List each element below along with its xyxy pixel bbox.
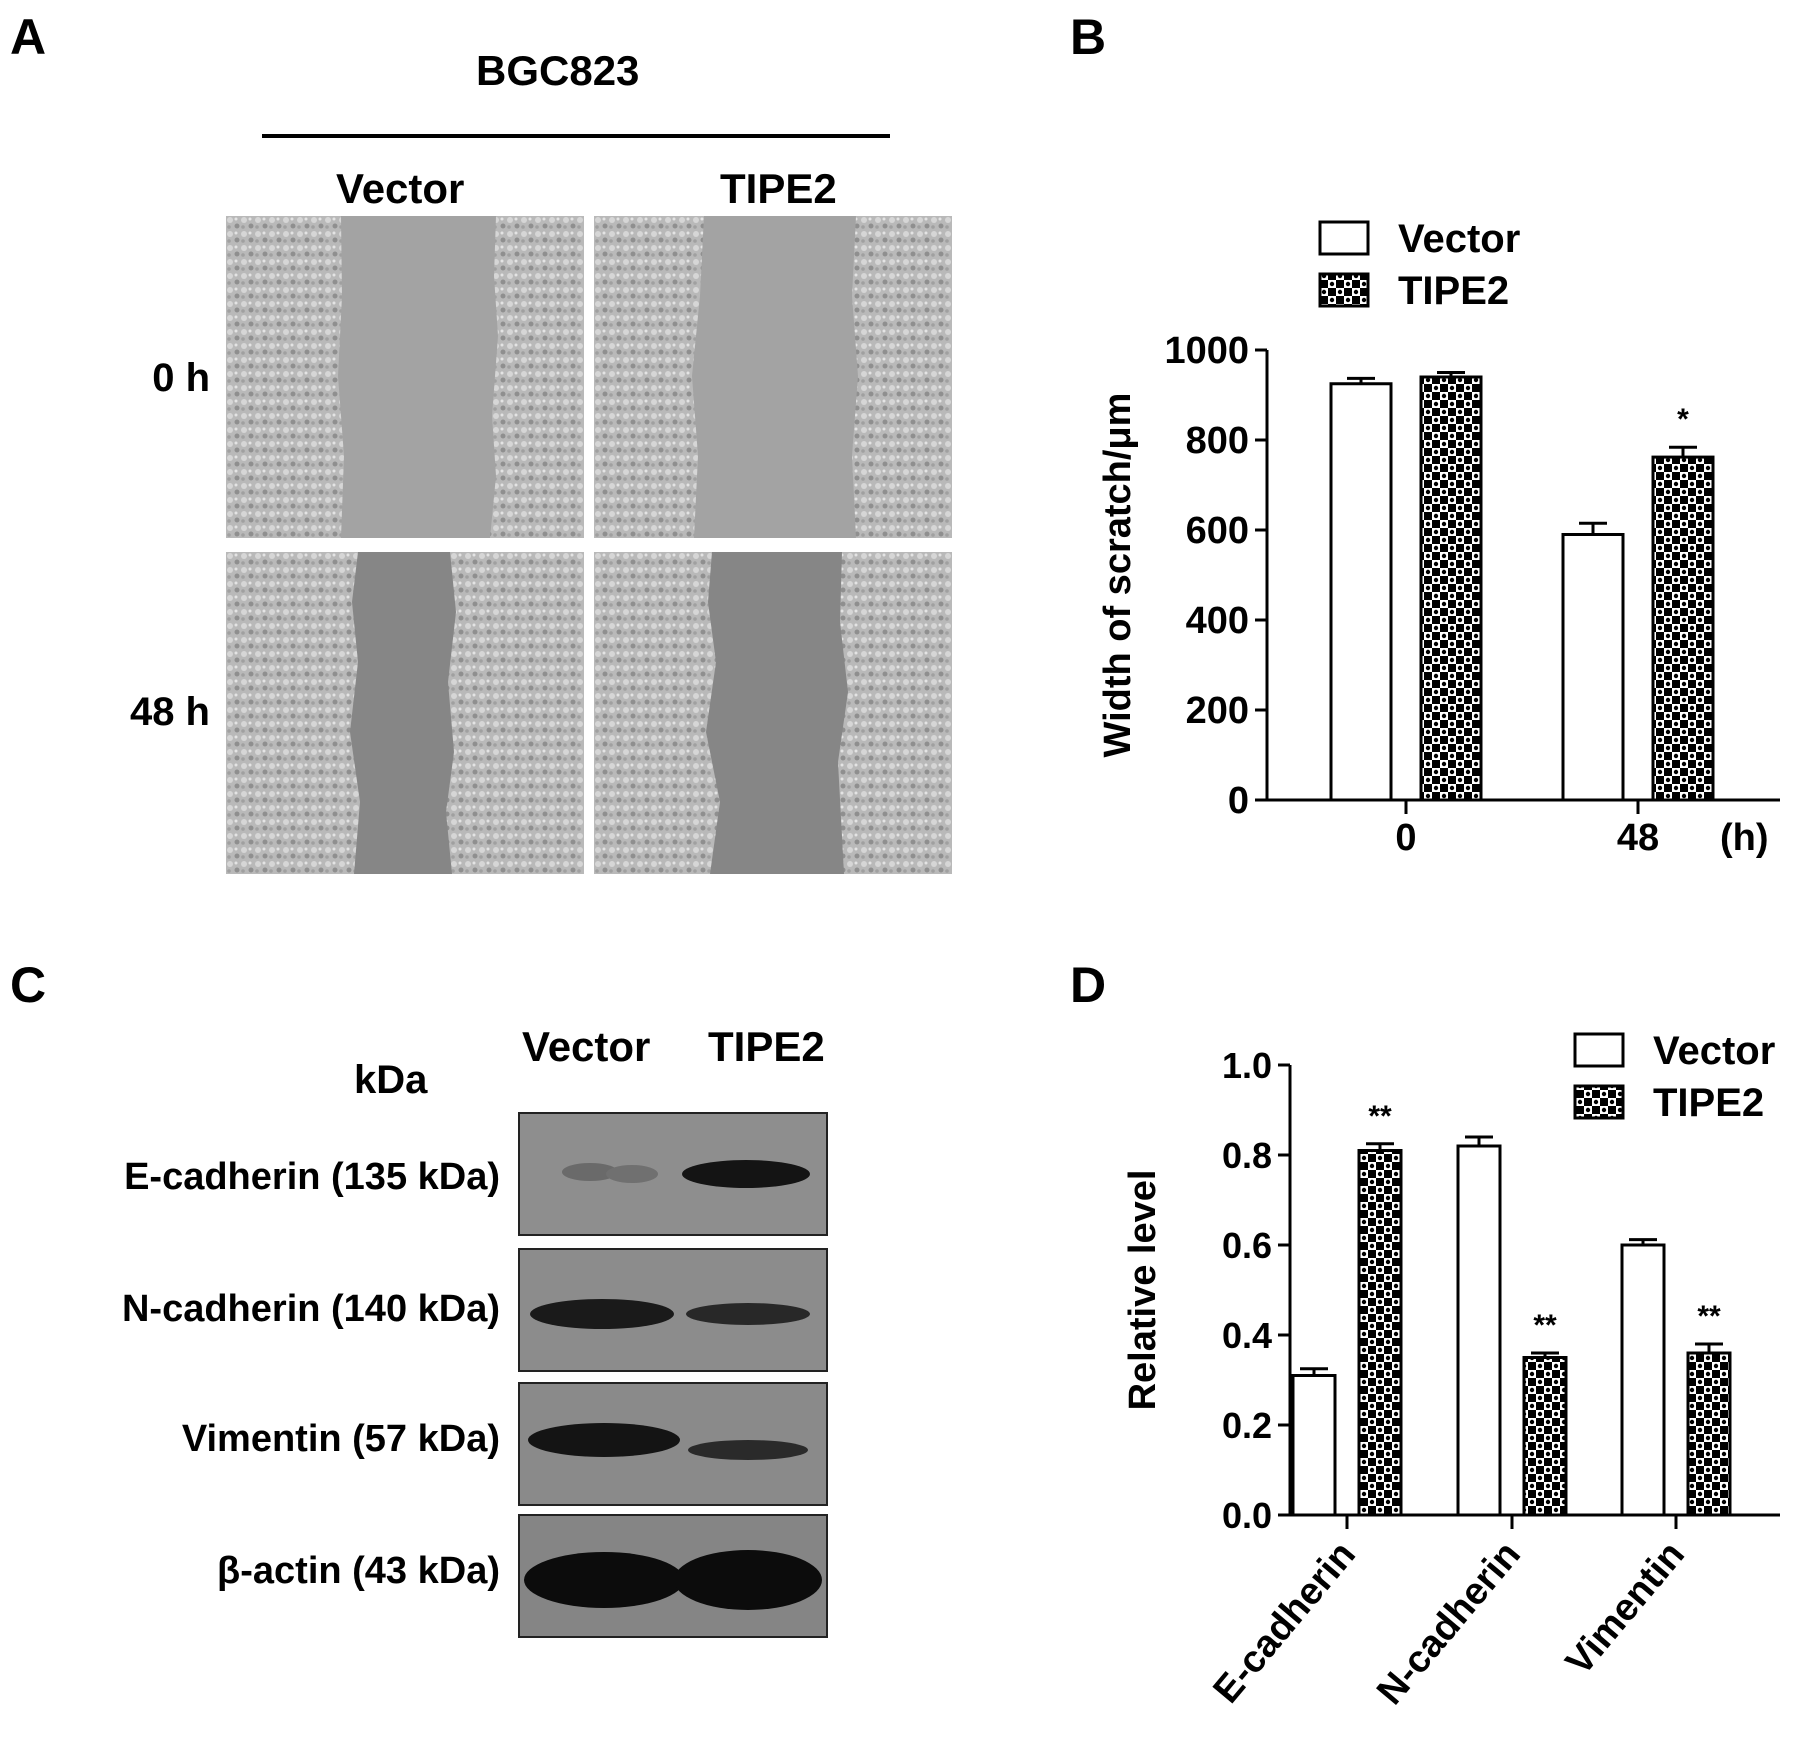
y-tick-label: 600 bbox=[1186, 510, 1249, 552]
significance-label: ** bbox=[1368, 1100, 1392, 1133]
blot-ecadherin bbox=[518, 1112, 828, 1236]
cell-line-label: BGC823 bbox=[476, 47, 640, 94]
blot-label-bactin: β-actin (43 kDa) bbox=[217, 1550, 500, 1592]
y-tick-label: 200 bbox=[1186, 690, 1249, 732]
blot-bactin-bands bbox=[524, 1550, 822, 1610]
bar-vector-n-cadherin bbox=[1456, 1144, 1502, 1517]
cell-line-underline bbox=[262, 134, 890, 138]
micrograph-vector-48h bbox=[226, 552, 584, 874]
y-tick-label: 400 bbox=[1186, 600, 1249, 642]
micrograph-vector-48h-image bbox=[226, 552, 584, 874]
panel-c-letter: C bbox=[10, 957, 47, 1013]
bar-vector-48 bbox=[1561, 533, 1625, 802]
column-label-tipe2: TIPE2 bbox=[720, 165, 837, 212]
panel-d-letter: D bbox=[1070, 957, 1107, 1013]
y-tick-label: 1.0 bbox=[1222, 1045, 1272, 1086]
bar-tipe2-0 bbox=[1419, 375, 1483, 802]
legend-label-tipe2: TIPE2 bbox=[1398, 269, 1509, 313]
x-tick-label: 0 bbox=[1395, 817, 1416, 859]
blot-column-vector: Vector bbox=[522, 1023, 651, 1070]
bar-tipe2-e-cadherin bbox=[1357, 1149, 1403, 1517]
blot-vimentin-bands bbox=[528, 1423, 808, 1460]
x-tick-label: 48 bbox=[1617, 817, 1659, 859]
bar-vector-0 bbox=[1329, 382, 1393, 802]
blot-vimentin bbox=[518, 1382, 828, 1506]
bar-vector-e-cadherin bbox=[1291, 1374, 1337, 1517]
y-axis-label: Relative level bbox=[1122, 1170, 1164, 1411]
column-label-vector: Vector bbox=[336, 165, 465, 212]
legend-label-vector: Vector bbox=[1653, 1029, 1775, 1073]
panel-a-letter: A bbox=[10, 9, 47, 65]
micrograph-vector-0h bbox=[226, 216, 584, 538]
bar-tipe2-48 bbox=[1651, 455, 1715, 802]
blot-ncadherin bbox=[518, 1248, 828, 1372]
x-tick-label: Vimentin bbox=[1558, 1534, 1693, 1683]
bar-vector-vimentin bbox=[1620, 1243, 1666, 1517]
bar-tipe2-n-cadherin bbox=[1522, 1356, 1568, 1517]
significance-label: * bbox=[1677, 403, 1689, 436]
significance-label: ** bbox=[1697, 1300, 1721, 1333]
blot-ncadherin-bands bbox=[530, 1299, 810, 1329]
y-tick-label: 0.2 bbox=[1222, 1405, 1272, 1446]
x-tick-label: N-cadherin bbox=[1369, 1534, 1529, 1713]
blot-ecadherin-bands bbox=[562, 1160, 810, 1188]
y-tick-label: 0 bbox=[1228, 780, 1249, 822]
y-axis-label: Width of scratch/μm bbox=[1097, 393, 1139, 758]
micrograph-tipe2-0h-image bbox=[594, 216, 952, 538]
legend-swatch-vector bbox=[1318, 220, 1370, 256]
blot-label-ncadherin: N-cadherin (140 kDa) bbox=[121, 1288, 500, 1330]
micrograph-tipe2-48h-image bbox=[594, 552, 952, 874]
micrograph-tipe2-48h bbox=[594, 552, 952, 874]
legend-swatch-tipe2 bbox=[1573, 1084, 1625, 1120]
legend-label-tipe2: TIPE2 bbox=[1653, 1081, 1764, 1125]
micrograph-tipe2-0h bbox=[594, 216, 952, 538]
y-tick-label: 1000 bbox=[1164, 330, 1249, 372]
y-tick-label: 800 bbox=[1186, 420, 1249, 462]
bar-tipe2-vimentin bbox=[1686, 1351, 1732, 1517]
blot-label-vimentin: Vimentin (57 kDa) bbox=[181, 1418, 500, 1460]
legend-swatch-vector bbox=[1573, 1032, 1625, 1068]
chart-b: 0 200 400 600 800 1000 Width of scratch/μm 0 * 48… bbox=[1097, 217, 1780, 859]
y-tick-label: 0.8 bbox=[1222, 1135, 1272, 1176]
row-label-48h: 48 h bbox=[129, 690, 210, 734]
micrograph-vector-0h-image bbox=[226, 216, 584, 538]
x-tick-label: E-cadherin bbox=[1205, 1534, 1363, 1711]
panel-b-letter: B bbox=[1070, 9, 1107, 65]
y-tick-label: 0.6 bbox=[1222, 1225, 1272, 1266]
x-unit-label: (h) bbox=[1720, 817, 1769, 859]
significance-label: ** bbox=[1533, 1309, 1557, 1342]
y-tick-label: 0.4 bbox=[1222, 1315, 1272, 1356]
blot-column-tipe2: TIPE2 bbox=[708, 1023, 825, 1070]
row-label-0h: 0 h bbox=[152, 356, 210, 400]
blot-bactin bbox=[518, 1514, 828, 1638]
chart-d: 0.0 0.2 0.4 0.6 0.8 1.0 Relative level ** E-cadh… bbox=[1122, 1029, 1780, 1713]
blot-label-ecadherin: E-cadherin (135 kDa) bbox=[124, 1156, 500, 1198]
kda-header: kDa bbox=[354, 1058, 428, 1102]
legend-label-vector: Vector bbox=[1398, 217, 1520, 261]
y-tick-label: 0.0 bbox=[1222, 1495, 1272, 1536]
legend-swatch-tipe2 bbox=[1318, 272, 1370, 308]
